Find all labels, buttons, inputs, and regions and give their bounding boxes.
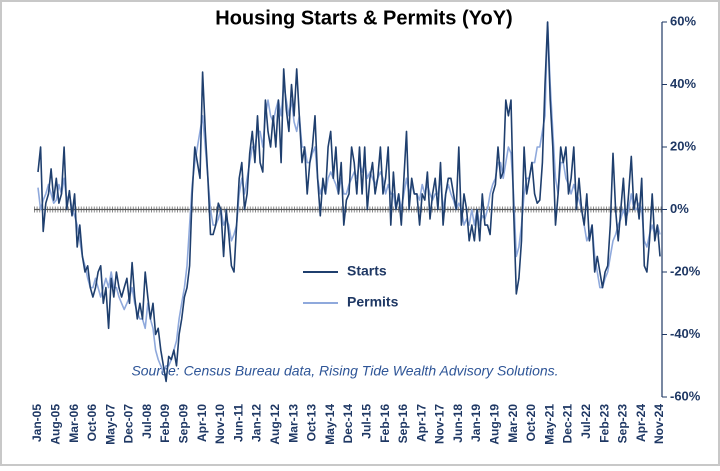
x-tick-label: May-07	[103, 404, 117, 445]
x-tick-label: Aug-05	[48, 404, 62, 445]
x-tick-label: May-14	[323, 404, 337, 445]
x-tick-label: Feb-16	[378, 404, 392, 443]
x-tick-label: Apr-17	[414, 404, 428, 442]
x-tick-label: Nov-10	[213, 404, 227, 444]
x-tick-label: Oct-20	[524, 404, 538, 442]
x-tick-label: Aug-12	[268, 404, 282, 445]
y-tick-label: 60%	[670, 13, 696, 28]
source-note: Source: Census Bureau data, Rising Tide …	[131, 363, 558, 379]
x-tick-label: Jun-18	[451, 404, 465, 443]
x-tick-label: Mar-06	[67, 404, 81, 443]
y-tick-label: 0%	[670, 201, 689, 216]
y-tick-label: 40%	[670, 76, 696, 91]
x-tick-label: Dec-07	[122, 404, 136, 444]
y-tick-label: -40%	[670, 326, 701, 341]
legend-label: Starts	[347, 263, 387, 279]
x-tick-label: Sep-23	[616, 404, 630, 444]
x-tick-label: Apr-10	[195, 404, 209, 442]
x-tick-label: Oct-06	[85, 404, 99, 442]
x-tick-label: Jul-08	[140, 404, 154, 439]
x-tick-label: Sep-16	[396, 404, 410, 444]
x-tick-label: Mar-13	[286, 404, 300, 443]
x-tick-label: Nov-24	[652, 404, 666, 444]
x-tick-label: Jan-19	[469, 404, 483, 442]
x-tick-label: Nov-17	[433, 404, 447, 444]
y-tick-label: -60%	[670, 388, 701, 403]
x-tick-label: Jul-22	[579, 404, 593, 439]
x-tick-label: Dec-21	[561, 404, 575, 444]
y-tick-label: 20%	[670, 138, 696, 153]
x-tick-label: Feb-09	[158, 404, 172, 443]
x-tick-label: Dec-14	[341, 404, 355, 444]
x-tick-label: Jul-15	[359, 404, 373, 439]
legend-label: Permits	[347, 294, 399, 310]
x-tick-label: Apr-24	[634, 404, 648, 442]
x-tick-label: May-21	[542, 404, 556, 445]
x-tick-label: Jan-05	[30, 404, 44, 442]
x-tick-label: Oct-13	[305, 404, 319, 442]
series-line	[37, 21, 661, 383]
x-tick-label: Jan-12	[250, 404, 264, 442]
x-tick-label: Mar-20	[506, 404, 520, 443]
chart-title: Housing Starts & Permits (YoY)	[215, 7, 512, 29]
x-tick-label: Jun-11	[231, 404, 245, 442]
x-tick-label: Feb-23	[597, 404, 611, 443]
x-tick-label: Sep-09	[177, 404, 191, 444]
x-tick-label: Aug-19	[488, 404, 502, 445]
y-tick-label: -20%	[670, 263, 701, 278]
